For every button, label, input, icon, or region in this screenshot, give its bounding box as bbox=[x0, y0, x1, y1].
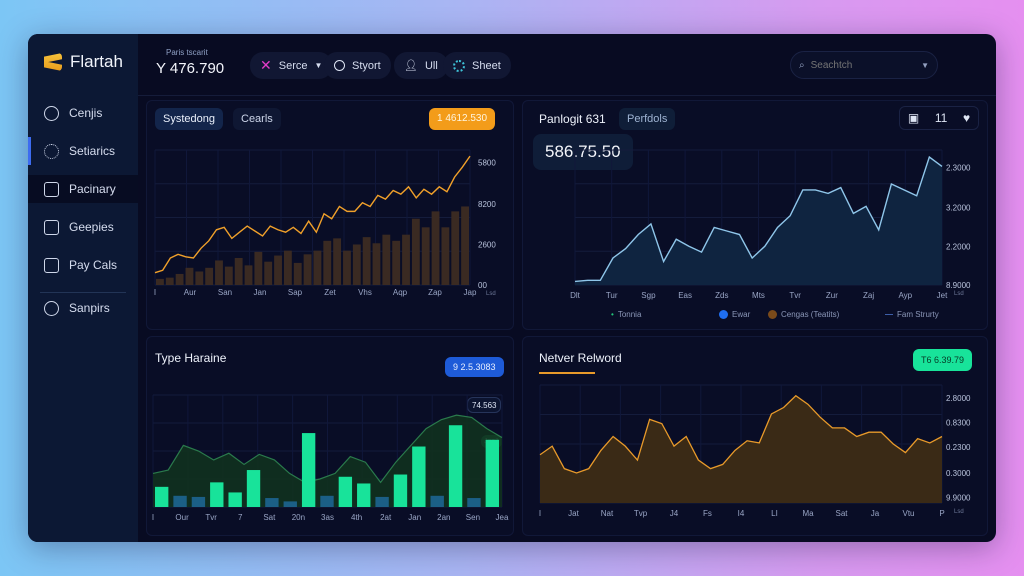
legend-label: Ewar bbox=[732, 310, 751, 319]
chart-tooltip: 74.563 bbox=[467, 397, 502, 413]
image-icon[interactable]: ▣ bbox=[907, 111, 920, 125]
sidebar-item-sanpirs[interactable]: Sanpirs bbox=[28, 294, 138, 322]
panel-bottom-right: Netver Relword T6 6.39.79 bbox=[522, 336, 988, 536]
panel-title: Netver Relword bbox=[539, 351, 622, 365]
title-underline bbox=[539, 372, 595, 374]
gear-icon bbox=[44, 143, 59, 159]
legend-marker bbox=[768, 310, 777, 319]
legend-item: • Tonnia bbox=[611, 310, 641, 319]
ull-button[interactable]: 👤︎ Ull bbox=[394, 52, 448, 79]
sidebar-item-cenjis[interactable]: Cenjis bbox=[28, 99, 138, 127]
count: 11 bbox=[934, 111, 948, 125]
search-box[interactable]: ⌕▼ bbox=[790, 51, 938, 79]
sidebar-item-pay-cals[interactable]: Pay Cals bbox=[28, 251, 138, 279]
sidebar-item-label: Pay Cals bbox=[69, 258, 118, 272]
tab-cearls[interactable]: Cearls bbox=[233, 108, 281, 130]
value-badge: 9 2.5.3083 bbox=[445, 357, 504, 377]
action-group: ▣ 11 ♥ bbox=[899, 106, 979, 130]
box-icon bbox=[44, 181, 59, 197]
legend-marker bbox=[885, 314, 893, 315]
sidebar-item-label: Cenjis bbox=[69, 106, 103, 120]
legend-label: Tonnia bbox=[617, 310, 642, 319]
styort-button[interactable]: Styort bbox=[324, 52, 391, 79]
value-badge: 1 4612.530 bbox=[429, 108, 496, 130]
chart-marker-label: Jea1 bbox=[481, 435, 503, 448]
legend-label: Fam Strurty bbox=[897, 310, 939, 319]
panel-title: Panlogit 631 bbox=[539, 112, 606, 126]
sidebar-item-label: Sanpirs bbox=[69, 301, 110, 315]
ring-icon bbox=[453, 59, 465, 72]
button-label: Serce bbox=[278, 59, 308, 72]
heart-icon[interactable]: ♥ bbox=[963, 111, 971, 125]
search-input[interactable] bbox=[810, 59, 901, 71]
legend-marker bbox=[719, 310, 728, 319]
app-window: Flartah Cenjis Setiarics Pacinary Geepie… bbox=[28, 34, 996, 542]
panel-title: Type Haraine bbox=[155, 351, 227, 365]
search-icon: ⌕ bbox=[799, 59, 805, 71]
smile-icon bbox=[44, 300, 59, 316]
tab-systedong[interactable]: Systedong bbox=[155, 108, 223, 130]
app-name: Flartah bbox=[70, 52, 123, 71]
button-label: Styort bbox=[352, 59, 381, 72]
card-icon bbox=[44, 219, 59, 235]
logo: Flartah bbox=[44, 52, 123, 72]
sidebar-divider bbox=[40, 292, 126, 293]
value-badge: T6 6.39.79 bbox=[913, 349, 973, 371]
sidebar-item-label: Pacinary bbox=[69, 182, 116, 196]
balance-value: Y 476.790 bbox=[156, 60, 225, 77]
legend-marker: • bbox=[611, 310, 614, 319]
clock-icon bbox=[44, 105, 59, 121]
button-label: Sheet bbox=[472, 59, 501, 72]
panel-bottom-left: Type Haraine 9 2.5.3083 74.563 Jea1 bbox=[146, 336, 514, 536]
document-icon bbox=[44, 257, 59, 273]
x-icon: ✕ bbox=[260, 57, 272, 73]
panel-top-right: Panlogit 631 Perfdols ▣ 11 ♥ 586.75.50 • To… bbox=[522, 100, 988, 330]
sidebar: Flartah Cenjis Setiarics Pacinary Geepie… bbox=[28, 34, 138, 542]
serce-button[interactable]: ✕ Serce ▼ bbox=[250, 52, 333, 79]
sidebar-item-setiarics[interactable]: Setiarics bbox=[28, 137, 138, 165]
sheet-button[interactable]: Sheet bbox=[443, 52, 511, 79]
sidebar-item-geepies[interactable]: Geepies bbox=[28, 213, 138, 241]
circle-icon bbox=[334, 60, 345, 71]
legend-item: Cengas (Teatits) bbox=[768, 310, 839, 319]
header: Paris tscarit Y 476.790 ✕ Serce ▼ Styort 👤… bbox=[138, 34, 996, 96]
chevron-down-icon[interactable]: ▼ bbox=[921, 60, 929, 70]
legend-label: Cengas (Teatits) bbox=[781, 310, 840, 319]
chevron-down-icon: ▼ bbox=[314, 61, 323, 70]
perfdols-pill[interactable]: Perfdols bbox=[619, 108, 676, 130]
sidebar-item-label: Setiarics bbox=[69, 144, 116, 158]
value-display: 586.75.50 bbox=[533, 134, 633, 170]
balance-label: Paris tscarit bbox=[166, 48, 208, 57]
user-icon: 👤︎ bbox=[404, 60, 418, 72]
panel-top-left: Systedong Cearls 1 4612.530 bbox=[146, 100, 514, 330]
sidebar-item-pacinary[interactable]: Pacinary bbox=[28, 175, 138, 203]
logo-icon bbox=[44, 53, 62, 71]
legend-item: Ewar bbox=[719, 310, 750, 319]
sidebar-item-label: Geepies bbox=[69, 220, 114, 234]
legend-item: Fam Strurty bbox=[885, 310, 939, 319]
button-label: Ull bbox=[424, 59, 438, 72]
